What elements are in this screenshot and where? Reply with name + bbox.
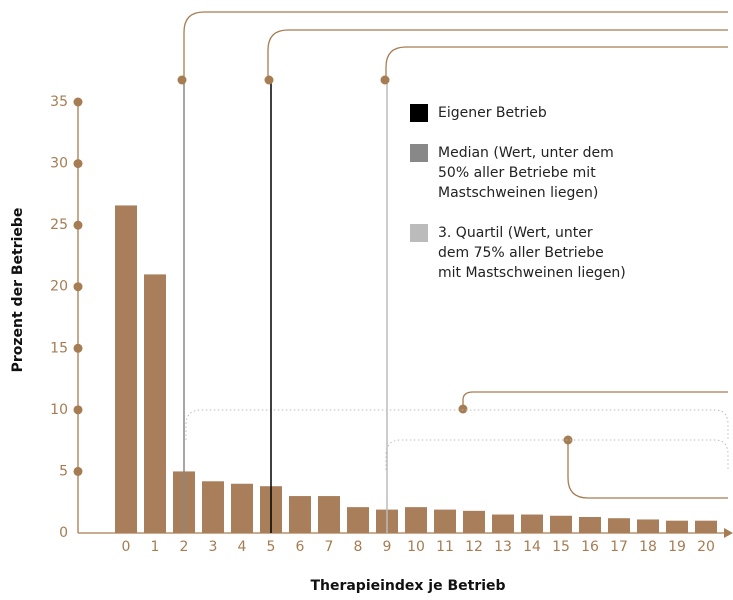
- legend-label: Mastschweinen liegen): [438, 185, 598, 201]
- bar: [202, 481, 224, 533]
- bar: [231, 483, 253, 533]
- legend-swatch: [410, 104, 428, 122]
- y-tick-label: 25: [50, 217, 68, 233]
- x-tick-label: 17: [610, 539, 628, 555]
- x-tick-label: 10: [407, 539, 425, 555]
- legend-label: Median (Wert, unter dem: [438, 145, 614, 161]
- y-tick-label: 0: [59, 525, 68, 541]
- annotation-dot: [458, 404, 468, 414]
- legend-label: 3. Quartil (Wert, unter: [438, 225, 593, 241]
- x-tick-label: 6: [296, 539, 305, 555]
- x-tick-label: 7: [325, 539, 334, 555]
- bar: [289, 496, 311, 533]
- legend-label: mit Mastschweinen liegen): [438, 265, 626, 281]
- bar: [492, 514, 514, 533]
- bar: [521, 514, 543, 533]
- bar: [666, 520, 688, 533]
- bar: [434, 509, 456, 533]
- y-tick-dot: [73, 97, 83, 107]
- x-tick-label: 8: [354, 539, 363, 555]
- bar: [405, 507, 427, 533]
- bar: [579, 516, 601, 533]
- x-tick-label: 18: [639, 539, 657, 555]
- connector: [267, 29, 728, 80]
- bar: [347, 507, 369, 533]
- x-tick-label: 9: [383, 539, 392, 555]
- connector: [567, 440, 728, 499]
- bar: [115, 205, 137, 533]
- y-tick-label: 10: [50, 402, 68, 418]
- x-tick-label: 20: [697, 539, 715, 555]
- reference-dot: [380, 75, 390, 85]
- x-tick-label: 4: [238, 539, 247, 555]
- annotation-dot: [563, 435, 573, 445]
- legend-swatch: [410, 144, 428, 162]
- bar: [608, 518, 630, 533]
- y-tick-dot: [73, 159, 83, 169]
- x-tick-label: 5: [267, 539, 276, 555]
- y-tick-dot: [73, 282, 83, 292]
- x-tick-label: 19: [668, 539, 686, 555]
- legend-swatch: [410, 224, 428, 242]
- bar: [550, 515, 572, 533]
- x-tick-label: 0: [122, 539, 131, 555]
- x-tick-label: 14: [523, 539, 541, 555]
- x-tick-label: 12: [465, 539, 483, 555]
- y-tick-label: 5: [59, 463, 68, 479]
- connector: [385, 46, 728, 80]
- x-tick-label: 11: [436, 539, 454, 555]
- bar: [463, 510, 485, 533]
- x-tick-label: 16: [581, 539, 599, 555]
- x-axis-label: Therapieindex je Betrieb: [310, 578, 505, 594]
- y-tick-dot: [73, 220, 83, 230]
- reference-dot: [264, 75, 274, 85]
- x-tick-label: 3: [209, 539, 218, 555]
- bar: [144, 274, 166, 533]
- legend-label: 50% aller Betriebe mit: [438, 165, 596, 181]
- connector: [183, 11, 728, 80]
- y-tick-label: 30: [50, 156, 68, 172]
- y-tick-dot: [73, 405, 83, 415]
- reference-dot: [177, 75, 187, 85]
- x-tick-label: 1: [151, 539, 160, 555]
- y-tick-label: 20: [50, 279, 68, 295]
- x-tick-label: 13: [494, 539, 512, 555]
- axis-arrow: [724, 528, 733, 538]
- bracket: [185, 409, 729, 440]
- y-tick-label: 15: [50, 340, 68, 356]
- legend-label: dem 75% aller Betriebe: [438, 245, 604, 261]
- y-tick-dot: [73, 466, 83, 476]
- y-axis-label: Prozent der Betriebe: [10, 208, 26, 373]
- connector: [462, 391, 728, 409]
- x-tick-label: 15: [552, 539, 570, 555]
- y-tick-dot: [73, 343, 83, 353]
- bar: [637, 519, 659, 533]
- legend-label: Eigener Betrieb: [438, 105, 547, 121]
- bracket: [385, 439, 729, 470]
- x-tick-label: 2: [180, 539, 189, 555]
- bar: [695, 520, 717, 533]
- decorations: [183, 11, 729, 499]
- bar: [318, 496, 340, 533]
- y-tick-label: 35: [50, 94, 68, 110]
